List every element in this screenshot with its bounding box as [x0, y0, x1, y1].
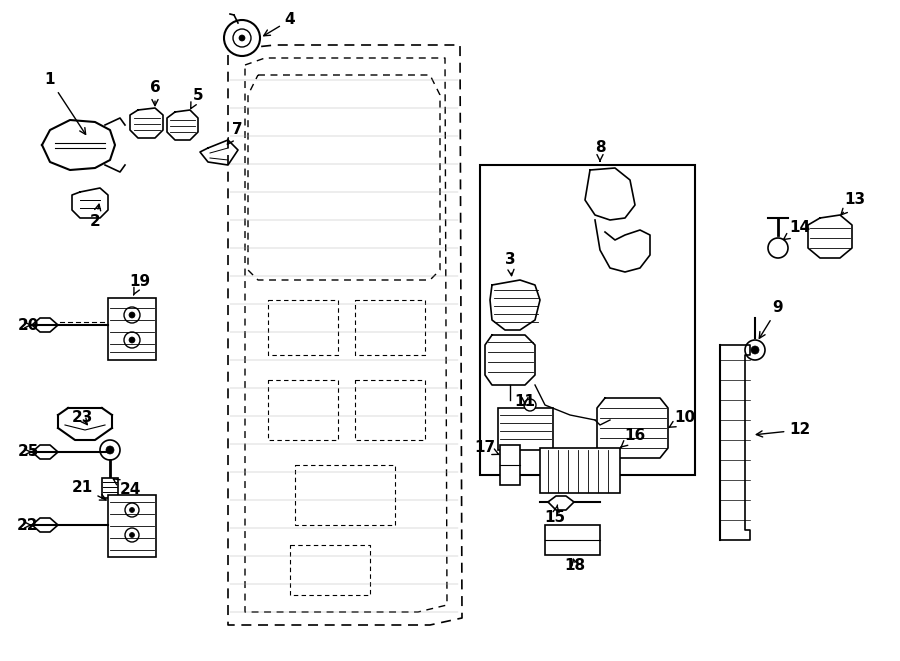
- Text: 10: 10: [669, 410, 696, 428]
- Text: 16: 16: [621, 428, 645, 447]
- Text: 18: 18: [564, 557, 586, 572]
- Circle shape: [130, 508, 134, 512]
- Text: 9: 9: [760, 301, 783, 338]
- Bar: [102, 478, 118, 498]
- Circle shape: [768, 238, 788, 258]
- Circle shape: [100, 440, 120, 460]
- Circle shape: [130, 533, 134, 537]
- Text: 11: 11: [515, 395, 536, 410]
- Circle shape: [129, 337, 135, 343]
- Text: 25: 25: [17, 444, 39, 459]
- Bar: [108, 298, 156, 360]
- Circle shape: [124, 307, 140, 323]
- Text: 2: 2: [90, 204, 101, 229]
- Text: 23: 23: [71, 410, 93, 426]
- Text: 19: 19: [130, 274, 150, 295]
- Text: 15: 15: [544, 505, 565, 525]
- Bar: [540, 448, 620, 493]
- Text: 7: 7: [228, 122, 242, 144]
- Text: 1: 1: [45, 73, 86, 134]
- Text: 22: 22: [17, 518, 39, 533]
- Circle shape: [239, 35, 245, 41]
- Circle shape: [125, 503, 139, 517]
- Circle shape: [106, 446, 114, 454]
- Bar: [500, 445, 520, 485]
- Text: 17: 17: [474, 440, 499, 455]
- Circle shape: [224, 20, 260, 56]
- Circle shape: [751, 346, 759, 354]
- Text: 20: 20: [17, 317, 39, 332]
- Circle shape: [524, 399, 536, 411]
- Bar: [480, 165, 695, 475]
- Bar: [498, 408, 553, 450]
- Text: 13: 13: [841, 192, 866, 215]
- Bar: [108, 495, 156, 557]
- Text: 3: 3: [505, 253, 516, 276]
- Text: 6: 6: [149, 81, 160, 106]
- Text: 8: 8: [595, 141, 606, 161]
- Text: 12: 12: [756, 422, 811, 438]
- Text: 24: 24: [113, 479, 140, 498]
- Text: 4: 4: [264, 13, 295, 36]
- Circle shape: [745, 340, 765, 360]
- Circle shape: [124, 332, 140, 348]
- Text: 14: 14: [784, 221, 811, 239]
- Circle shape: [233, 29, 251, 47]
- Circle shape: [125, 528, 139, 542]
- Circle shape: [129, 312, 135, 318]
- Text: 5: 5: [191, 87, 203, 108]
- Text: 21: 21: [71, 481, 106, 500]
- Bar: [545, 525, 600, 555]
